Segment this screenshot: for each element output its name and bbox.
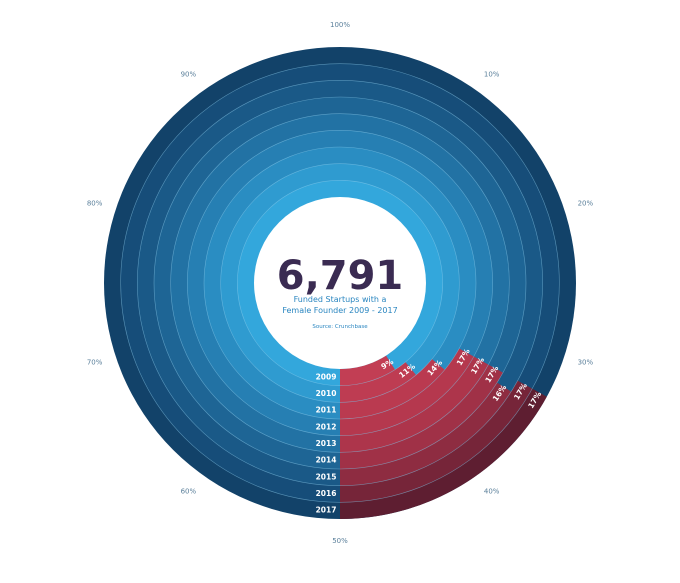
axis-tick-label: 80% [87, 199, 103, 207]
bar-2009 [340, 355, 396, 386]
year-label-2013: 2013 [316, 439, 337, 448]
subtitle-line-2: Female Founder 2009 - 2017 [282, 306, 397, 315]
ring-divider [203, 146, 477, 420]
percent-axis-labels: 50% 40% 30% 20% 10% 100% 90% 80% 70% 60% [87, 21, 594, 545]
axis-tick-label: 70% [87, 359, 103, 367]
axis-tick-label: 20% [578, 199, 594, 207]
ring-dividers [120, 63, 560, 503]
ring-divider [170, 113, 510, 453]
bar-2014 [340, 364, 503, 469]
axis-tick-label: 40% [484, 488, 500, 496]
year-label-2010: 2010 [316, 389, 337, 398]
axis-tick-label: 30% [578, 359, 594, 367]
bar-segments [340, 348, 547, 519]
ring-divider [137, 80, 543, 486]
subtitle-line-1: Funded Startups with a [294, 295, 387, 304]
year-label-2017: 2017 [316, 506, 337, 515]
axis-tick-label: 50% [332, 537, 348, 545]
axis-tick-label: 60% [181, 488, 197, 496]
axis-tick-label: 10% [484, 70, 500, 78]
bar-2017 [340, 388, 547, 519]
year-label-2009: 2009 [316, 372, 337, 381]
ring-divider [120, 63, 560, 503]
bar-2016 [340, 380, 533, 503]
year-label-2014: 2014 [316, 456, 337, 465]
center-text: 6,791 Funded Startups with a Female Foun… [277, 253, 404, 330]
bar-2015 [340, 382, 512, 486]
year-label-2012: 2012 [316, 422, 337, 431]
total-value: 6,791 [277, 253, 404, 299]
year-label-2016: 2016 [316, 489, 337, 498]
source-note: Source: Crunchbase [312, 324, 368, 330]
ring-divider [187, 130, 493, 436]
ring-divider [237, 180, 443, 386]
bar-2012 [340, 348, 474, 436]
bar-2013 [340, 356, 489, 453]
center-disc [254, 197, 426, 369]
ring-divider [153, 96, 527, 470]
ring-divider [220, 163, 460, 403]
year-label-2011: 2011 [316, 406, 337, 415]
axis-tick-label: 100% [330, 21, 350, 29]
bar-2011 [340, 359, 445, 420]
year-label-2015: 2015 [316, 472, 337, 481]
bar-2010 [340, 362, 417, 403]
year-labels: 2009 2010 2011 2012 2013 2014 2015 2016 2017 [316, 372, 337, 514]
axis-tick-label: 90% [181, 70, 197, 78]
